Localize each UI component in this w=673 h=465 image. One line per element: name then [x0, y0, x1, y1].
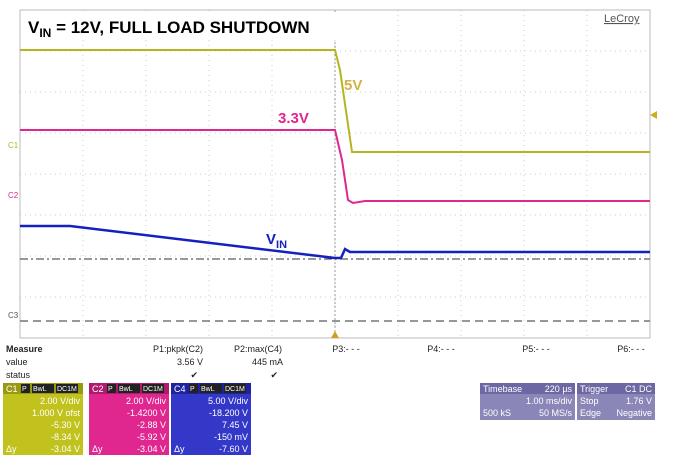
- channel-badge: [189, 384, 198, 393]
- brand: LeCroy: [604, 13, 640, 25]
- label-vin: VIN: [266, 231, 287, 251]
- trigger-level: 1.76 V: [626, 396, 652, 406]
- channel-badge: [200, 384, 222, 393]
- title-rest: = 12V, FULL LOAD SHUTDOWN: [51, 18, 309, 37]
- channel-row: -18.200 V: [209, 408, 248, 418]
- channel-row: -3.04 V: [137, 444, 166, 454]
- timebase-samples: 500 kS: [483, 408, 511, 418]
- channel-box: [89, 383, 169, 455]
- channel-boxes: C1 P BwL DC1M 2.00 V/div 1.000 V ofst -5.30 V -…: [3, 383, 251, 455]
- channel-row: 1.000 V ofst: [32, 408, 81, 418]
- channel-row: 5.00 V/div: [208, 396, 249, 406]
- channel-row: -1.4200 V: [127, 408, 166, 418]
- param-name: P2:max(C4): [234, 344, 282, 354]
- timebase-rate: 50 MS/s: [539, 408, 573, 418]
- measure-title: Measure: [6, 344, 43, 354]
- channel-badge: [118, 384, 140, 393]
- channel-badge: [142, 384, 164, 393]
- channel-name: C1: [6, 384, 18, 394]
- title-sub: IN: [39, 26, 51, 40]
- label-5v: 5V: [344, 77, 362, 94]
- channel-badge: [56, 384, 78, 393]
- trigger-source: C1 DC: [625, 384, 653, 394]
- trace-3v3: [20, 129, 650, 205]
- channel-marker: C3: [8, 311, 19, 320]
- channel-row: 7.45 V: [222, 420, 248, 430]
- channel-badge: [21, 384, 30, 393]
- delta-label: Δy: [92, 444, 103, 454]
- channel-box: [3, 383, 83, 455]
- channel-marker: C2: [8, 191, 19, 200]
- param-name: P5:- - -: [522, 344, 550, 354]
- title-main: V: [28, 18, 40, 37]
- label-vin-sub: IN: [276, 239, 287, 251]
- trigger-label: Trigger: [580, 384, 608, 394]
- channel-badge: [107, 384, 116, 393]
- trace-5v: [20, 49, 650, 153]
- channel-row: -2.88 V: [137, 420, 166, 430]
- label-3v3: 3.3V: [278, 110, 309, 127]
- param-status: ✔: [190, 370, 198, 380]
- label-vin-main: V: [266, 231, 276, 248]
- channel-badge-text: BwL: [119, 386, 133, 393]
- param-name: P1:pkpk(C2): [153, 344, 203, 354]
- title: VIN = 12V, FULL LOAD SHUTDOWN: [28, 18, 310, 40]
- channel-row: -5.30 V: [51, 420, 80, 430]
- channel-row: -5.92 V: [137, 432, 166, 442]
- channel-name: C2: [92, 384, 104, 394]
- trigger-marker: [331, 331, 339, 338]
- trigger-mode: Stop: [580, 396, 599, 406]
- channel-badge-text: P: [22, 386, 27, 393]
- measure-params: P1:pkpk(C2) 3.56 V ✔ P2:max(C4) 445 mA ✔ P3:- …: [153, 344, 645, 380]
- param-name: P3:- - -: [332, 344, 360, 354]
- param-status: ✔: [270, 370, 278, 380]
- param-name: P4:- - -: [427, 344, 455, 354]
- channel-row: -8.34 V: [51, 432, 80, 442]
- channel-badge-text: DC1M: [57, 386, 77, 393]
- trigger-slope: Negative: [616, 408, 652, 418]
- channel-badge: [224, 384, 246, 393]
- channel-badge-text: P: [190, 386, 195, 393]
- timebase-label: Timebase: [483, 384, 522, 394]
- trigger-type: Edge: [580, 408, 601, 418]
- channel-row: -3.04 V: [51, 444, 80, 454]
- trigger-level-marker: [650, 111, 657, 119]
- channel-row: -150 mV: [214, 432, 248, 442]
- measure-status-label: status: [6, 370, 31, 380]
- channel-badge-text: DC1M: [225, 386, 245, 393]
- param-name: P6:- - -: [617, 344, 645, 354]
- channel-badge-text: BwL: [201, 386, 215, 393]
- delta-label: Δy: [174, 444, 185, 454]
- timebase-delay: 220 µs: [545, 384, 573, 394]
- channel-badge-text: BwL: [33, 386, 47, 393]
- channel-row: -7.60 V: [219, 444, 248, 454]
- trigger-header: [577, 383, 655, 394]
- channel-row: 2.00 V/div: [126, 396, 167, 406]
- title-background: [22, 12, 352, 40]
- channel-name: C4: [174, 384, 186, 394]
- channel-row: 2.00 V/div: [40, 396, 81, 406]
- param-value: 3.56 V: [177, 357, 203, 367]
- param-value: 445 mA: [252, 357, 283, 367]
- timebase-header: [480, 383, 575, 394]
- measure-value-label: value: [6, 357, 28, 367]
- delta-label: Δy: [6, 444, 17, 454]
- channel-badge-text: P: [108, 386, 113, 393]
- channel-badge: [32, 384, 54, 393]
- trace-vin: [20, 224, 650, 260]
- timebase-div: 1.00 ms/div: [526, 396, 573, 406]
- channel-box: [171, 383, 251, 455]
- channel-badge-text: DC1M: [143, 386, 163, 393]
- channel-marker: C1: [8, 141, 19, 150]
